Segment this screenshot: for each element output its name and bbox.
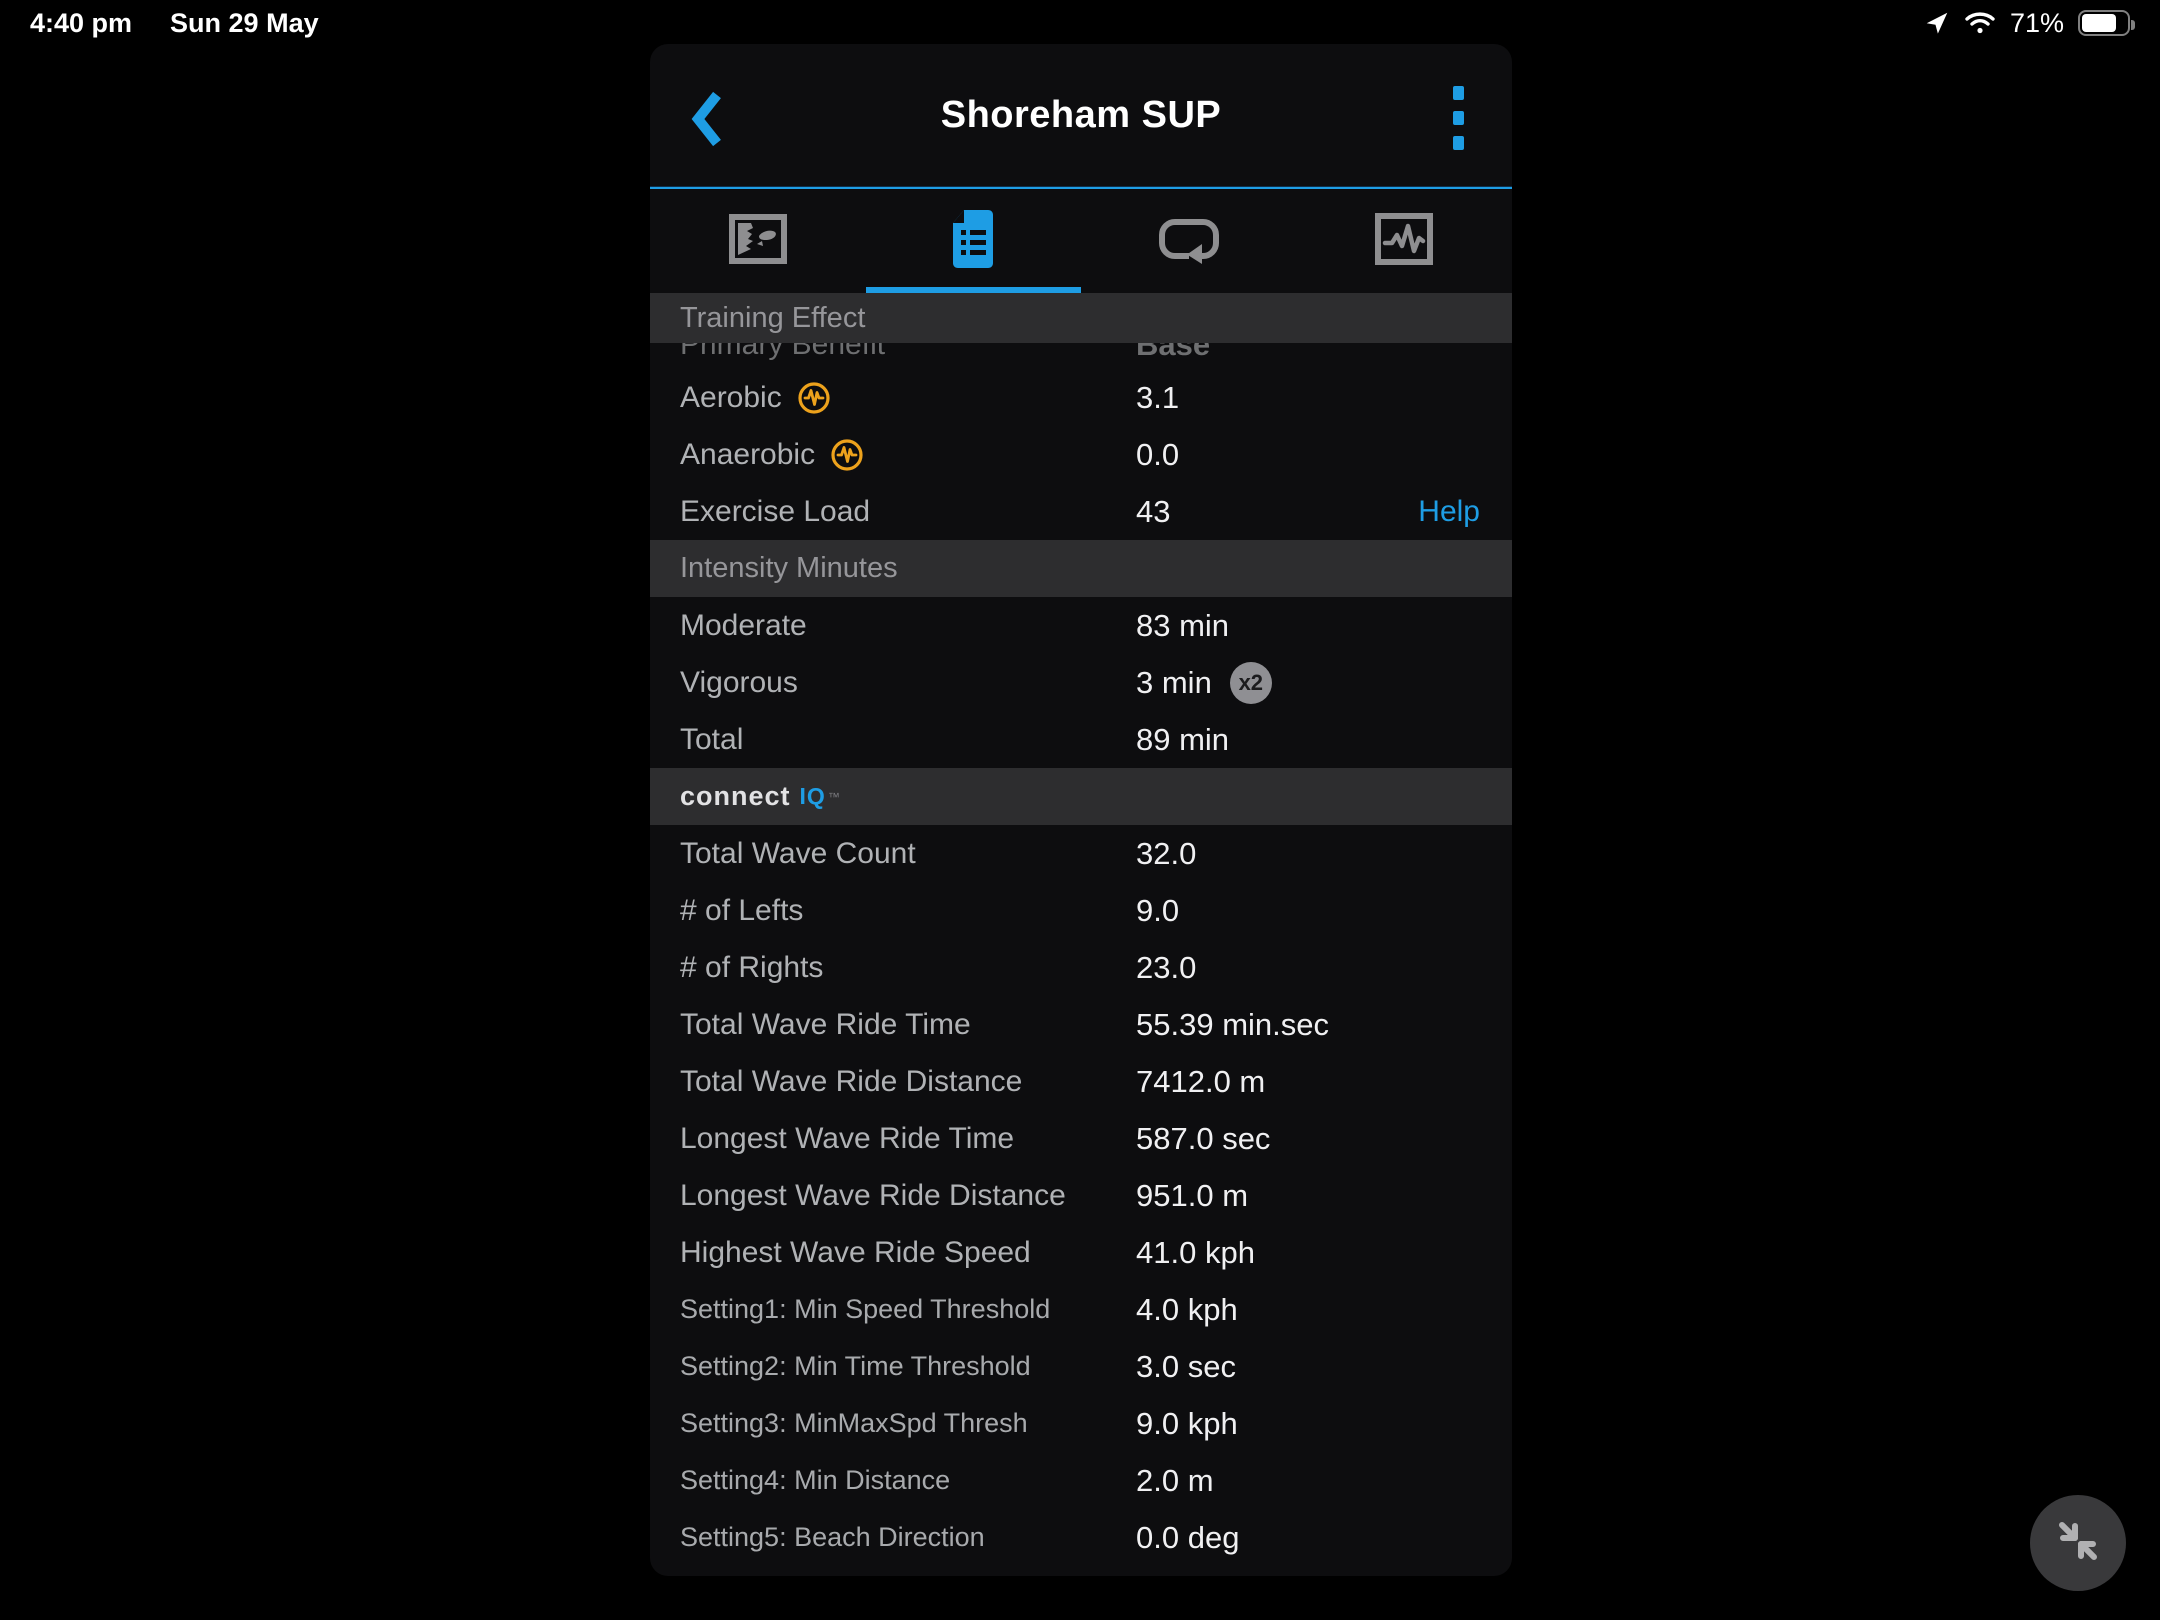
row-label: Aerobic: [680, 380, 832, 416]
table-row: # of Rights 23.0: [650, 939, 1512, 996]
map-summary-icon: [728, 213, 787, 269]
status-bar: 4:40 pm Sun 29 May 71%: [0, 0, 2160, 46]
row-label: Setting3: MinMaxSpd Thresh: [680, 1408, 1028, 1438]
back-button[interactable]: [690, 90, 724, 148]
row-value: 4.0 kph: [1136, 1291, 1238, 1327]
table-row: Total Wave Ride Time 55.39 min.sec: [650, 996, 1512, 1053]
row-label: Exercise Load: [680, 494, 871, 528]
row-value: 41.0 kph: [1136, 1234, 1255, 1270]
status-date: Sun 29 May: [170, 7, 319, 38]
row-label: # of Lefts: [680, 893, 804, 927]
table-row: Setting3: MinMaxSpd Thresh 9.0 kph: [650, 1395, 1512, 1452]
row-label: Total Wave Ride Time: [680, 1007, 971, 1041]
laps-loop-icon: [1158, 213, 1220, 270]
table-row: Moderate 83 min: [650, 597, 1512, 654]
multiplier-badge: x2: [1229, 661, 1272, 704]
row-label: Total: [680, 722, 744, 756]
row-label: Total Wave Count: [680, 836, 916, 870]
vertical-dots-menu-icon: [1453, 86, 1464, 100]
row-value: 9.0 kph: [1136, 1405, 1238, 1441]
battery-percent: 71%: [2009, 7, 2064, 38]
row-label: Setting2: Min Time Threshold: [680, 1351, 1031, 1381]
row-value: 3.0 sec: [1136, 1348, 1236, 1384]
charts-pulse-icon: [1375, 212, 1434, 270]
tab-laps[interactable]: [1081, 189, 1297, 293]
tab-charts[interactable]: [1297, 189, 1513, 293]
row-label: # of Rights: [680, 950, 824, 984]
row-label: Setting1: Min Speed Threshold: [680, 1294, 1051, 1324]
row-value: 23.0: [1136, 949, 1197, 985]
wifi-icon: [1964, 11, 1996, 35]
row-value: 32.0: [1136, 835, 1197, 871]
battery-icon: [2078, 10, 2135, 36]
row-value: 89 min: [1136, 721, 1230, 757]
table-row: Anaerobic 0.0: [650, 426, 1512, 483]
status-time: 4:40 pm: [30, 7, 133, 38]
row-value: 2.0 m: [1136, 1462, 1214, 1498]
table-row: Longest Wave Ride Distance 951.0 m: [650, 1167, 1512, 1224]
stats-document-icon: [948, 208, 998, 275]
connect-iq-logo-iq: IQ: [799, 783, 826, 809]
row-label: Longest Wave Ride Time: [680, 1121, 1015, 1155]
collapse-arrows-icon: [2050, 1513, 2106, 1574]
header-divider: [650, 186, 1512, 189]
collapse-window-button[interactable]: [2030, 1495, 2126, 1591]
section-header: Intensity Minutes: [650, 540, 1512, 597]
table-row: # of Lefts 9.0: [650, 882, 1512, 939]
panel-header: Shoreham SUP: [650, 44, 1512, 186]
active-tab-underline: [865, 287, 1081, 293]
table-row: Setting5: Beach Direction 0.0 deg: [650, 1509, 1512, 1566]
page-title: Shoreham SUP: [940, 93, 1222, 136]
table-row: Setting2: Min Time Threshold 3.0 sec: [650, 1338, 1512, 1395]
connect-iq-logo: connect: [680, 781, 791, 811]
row-value: Base: [1136, 343, 1211, 362]
row-value: 43: [1136, 493, 1171, 529]
row-label: Setting4: Min Distance: [680, 1465, 951, 1495]
row-value: 951.0 m: [1136, 1177, 1249, 1213]
row-value: 9.0: [1136, 892, 1180, 928]
row-label: Total Wave Ride Distance: [680, 1064, 1023, 1098]
tab-bar: [650, 189, 1512, 293]
pulse-icon: [796, 380, 832, 416]
table-row: Total Wave Ride Distance 7412.0 m: [650, 1053, 1512, 1110]
table-row: Setting1: Min Speed Threshold 4.0 kph: [650, 1281, 1512, 1338]
row-value: 3 min x2: [1136, 654, 1272, 711]
row-value: 55.39 min.sec: [1136, 1006, 1329, 1042]
activity-panel: Shoreham SUP: [650, 44, 1512, 1576]
table-row: Setting4: Min Distance 2.0 m: [650, 1452, 1512, 1509]
row-value: 7412.0 m: [1136, 1063, 1266, 1099]
row-value: 83 min: [1136, 607, 1230, 643]
table-row: Aerobic 3.1: [650, 369, 1512, 426]
table-row: Total Wave Count 32.0: [650, 825, 1512, 882]
location-arrow-icon: [1924, 10, 1950, 36]
row-label: Highest Wave Ride Speed: [680, 1235, 1031, 1269]
row-label: Moderate: [680, 608, 807, 642]
content: Training Effect Primary Benefit Base Aerobi…: [650, 293, 1512, 1566]
row-value: 0.0: [1136, 436, 1180, 472]
pulse-icon: [829, 437, 865, 473]
table-row: Highest Wave Ride Speed 41.0 kph: [650, 1224, 1512, 1281]
table-row: Total 89 min: [650, 711, 1512, 768]
overflow-menu-button[interactable]: [1453, 86, 1464, 150]
help-link[interactable]: Help: [1418, 494, 1480, 528]
row-label: Anaerobic: [680, 437, 865, 473]
row-label: Setting5: Beach Direction: [680, 1522, 985, 1552]
row-value: 0.0 deg: [1136, 1519, 1240, 1555]
row-label: Longest Wave Ride Distance: [680, 1178, 1066, 1212]
connect-iq-band: connect IQ ™: [650, 768, 1512, 825]
row-label: Vigorous: [680, 665, 798, 699]
row-label: Primary Benefit: [680, 343, 886, 361]
trademark-symbol: ™: [827, 789, 840, 804]
tab-map-summary[interactable]: [650, 189, 866, 293]
table-row: Exercise Load 43 Help: [650, 483, 1512, 540]
clipped-row-inner: Primary Benefit Base: [650, 343, 1512, 368]
table-row: Longest Wave Ride Time 587.0 sec: [650, 1110, 1512, 1167]
tab-stats-details[interactable]: [865, 189, 1081, 293]
section-header: Training Effect: [650, 293, 1512, 343]
table-row: Vigorous 3 min x2: [650, 654, 1512, 711]
row-value: 587.0 sec: [1136, 1120, 1271, 1156]
row-value: 3.1: [1136, 379, 1180, 415]
clipped-table-row: Primary Benefit Base: [650, 343, 1512, 369]
